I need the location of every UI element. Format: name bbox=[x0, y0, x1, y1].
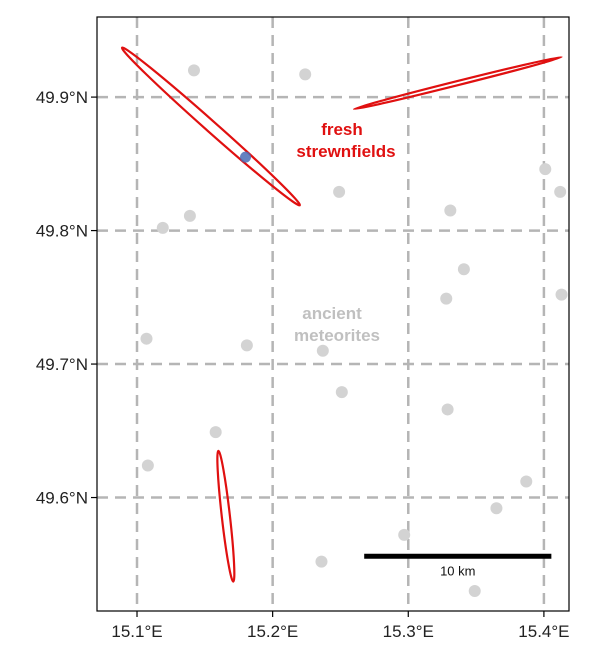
ancient-meteorite-point bbox=[441, 403, 454, 416]
ancient-meteorite-point bbox=[457, 263, 470, 276]
highlighted-meteorite-point bbox=[240, 151, 252, 163]
ancient-meteorite-point bbox=[183, 209, 196, 222]
ancient-meteorite-point bbox=[555, 288, 568, 301]
ancient-meteorite-point bbox=[520, 475, 533, 488]
ancient-meteorite-point bbox=[490, 502, 503, 515]
ancient-meteorite-point bbox=[444, 204, 457, 217]
fresh-strewnfields-label-line1: fresh bbox=[321, 120, 363, 139]
ancient-meteorite-point bbox=[315, 555, 328, 568]
ancient-meteorites-label-line1: ancient bbox=[302, 304, 362, 323]
fresh-strewnfields bbox=[120, 46, 563, 583]
y-tick-label: 49.8°N bbox=[36, 222, 88, 241]
map-frame bbox=[96, 16, 570, 612]
strewnfield-ellipse-1 bbox=[120, 46, 301, 207]
ancient-meteorite-point bbox=[554, 185, 567, 198]
x-tick-label: 15.3°E bbox=[383, 622, 434, 641]
fresh-strewnfields-label-line2: strewnfields bbox=[296, 142, 395, 161]
ancient-meteorite-point bbox=[156, 221, 169, 234]
x-tick-label: 15.4°E bbox=[518, 622, 569, 641]
ancient-meteorite-point bbox=[539, 163, 552, 176]
ancient-meteorite-point bbox=[140, 332, 153, 345]
scale-bar: 10 km bbox=[364, 553, 552, 578]
y-tick-label: 49.7°N bbox=[36, 355, 88, 374]
ancient-meteorite-point bbox=[335, 386, 348, 399]
x-tick-label: 15.2°E bbox=[247, 622, 298, 641]
highlighted-fall bbox=[240, 151, 252, 163]
ancient-meteorite-point bbox=[316, 344, 329, 357]
axis-ticks: 15.1°E 15.2°E 15.3°E 15.4°E 49.6°N 49.7°N 49.8… bbox=[36, 88, 570, 641]
ancient-meteorite-point bbox=[209, 426, 222, 439]
ancient-meteorite-point bbox=[333, 185, 346, 198]
strewnfield-ellipse-3 bbox=[216, 449, 236, 583]
ancient-meteorite-point bbox=[468, 584, 481, 597]
ancient-meteorites bbox=[140, 64, 568, 597]
y-tick-label: 49.9°N bbox=[36, 88, 88, 107]
ancient-meteorite-point bbox=[141, 459, 154, 472]
ancient-meteorite-point bbox=[240, 339, 253, 352]
ancient-meteorite-point bbox=[398, 528, 411, 541]
x-tick-label: 15.1°E bbox=[111, 622, 162, 641]
ancient-meteorite-point bbox=[187, 64, 200, 77]
strewnfield-ellipse-2 bbox=[352, 55, 563, 111]
ancient-meteorite-point bbox=[440, 292, 453, 305]
scale-bar-label: 10 km bbox=[440, 563, 475, 578]
ancient-meteorites-label-line2: meteorites bbox=[294, 326, 380, 345]
y-tick-label: 49.6°N bbox=[36, 489, 88, 508]
ancient-meteorite-point bbox=[299, 68, 312, 81]
grid-lines bbox=[97, 17, 569, 611]
